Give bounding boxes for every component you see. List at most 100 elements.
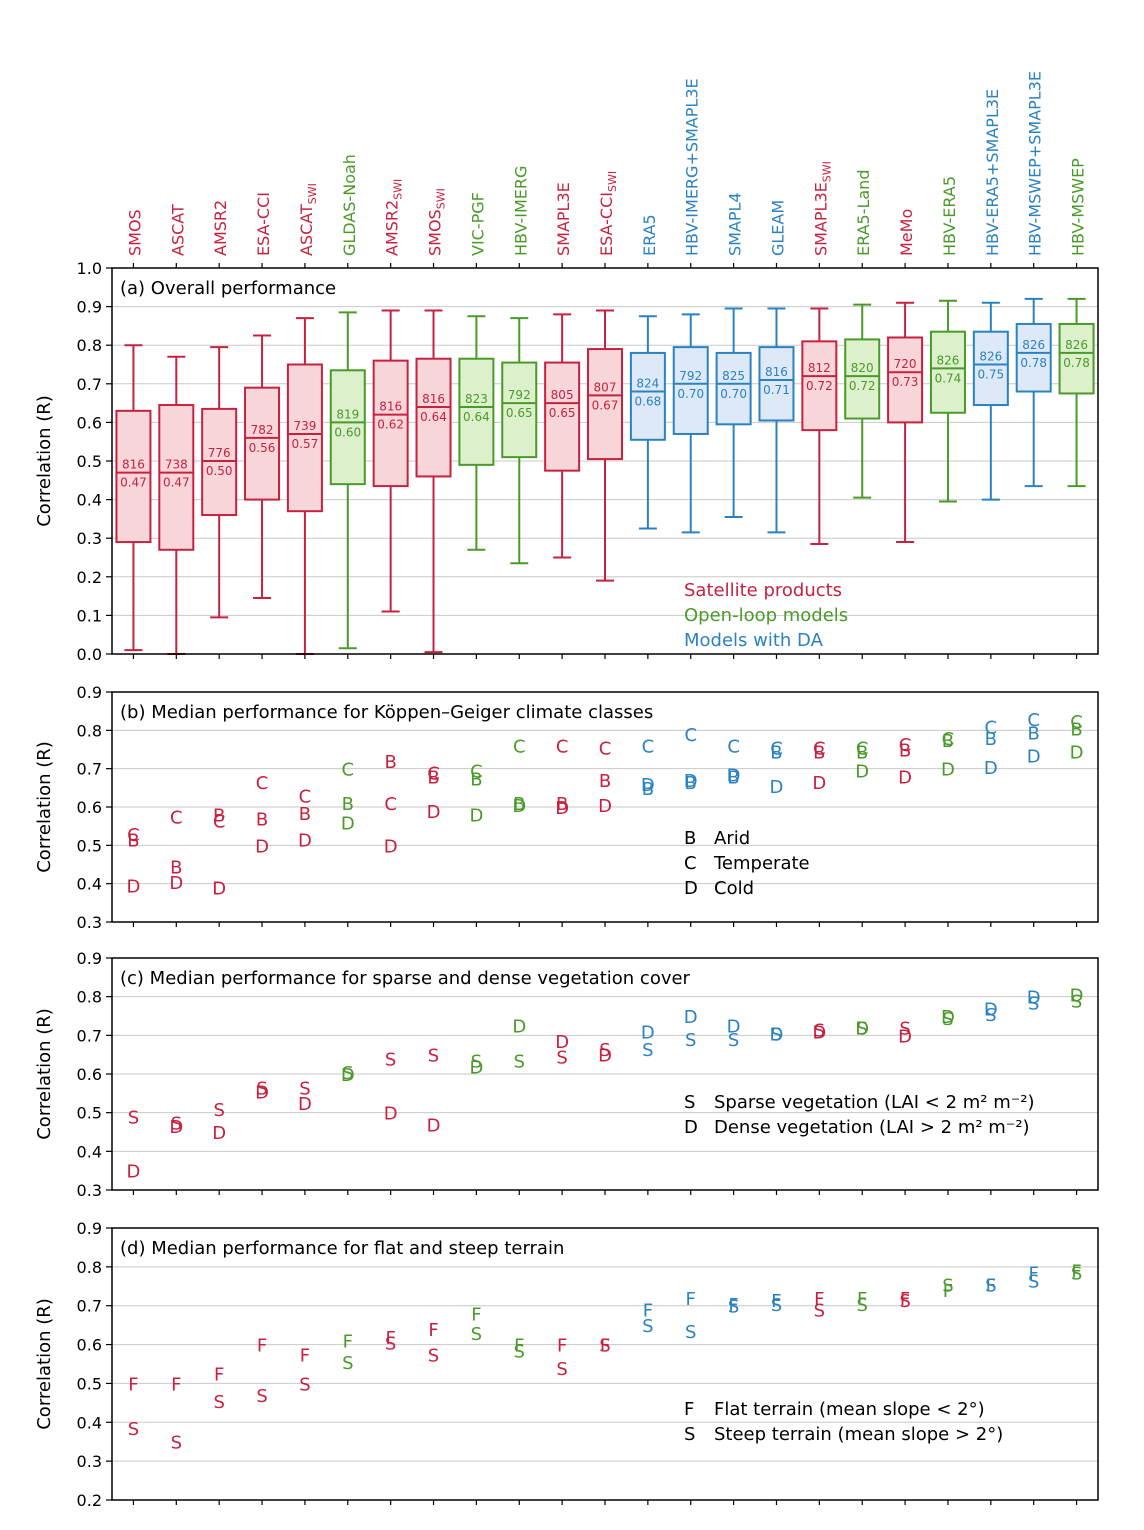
panel-frame (111, 691, 1099, 923)
legend-label: Dense vegetation (LAI > 2 m² m⁻²) (714, 1117, 1030, 1138)
marker-d: D (469, 1057, 483, 1078)
marker-b: B (1070, 719, 1082, 740)
marker-f: F (771, 1291, 781, 1312)
marker-d: D (684, 1007, 698, 1028)
product-subscript: SWI (606, 171, 619, 192)
marker-s: S (814, 1021, 825, 1042)
marker-b: B (985, 729, 997, 750)
marker-c: C (942, 729, 955, 750)
marker-s: S (428, 1345, 439, 1366)
marker-s: S (428, 1046, 439, 1067)
y-tick-label: 0.4 (77, 1142, 102, 1161)
marker-s: S (1071, 1264, 1082, 1285)
y-tick-label: 0.4 (77, 875, 102, 894)
product-label: ASCAT (168, 204, 187, 256)
marker-b: B (470, 769, 482, 790)
marker-s: S (514, 1051, 525, 1072)
marker-s: S (1071, 992, 1082, 1013)
marker-f: F (343, 1332, 353, 1353)
median-value-label: 0.64 (463, 410, 490, 424)
legend-label: Steep terrain (mean slope > 2°) (714, 1424, 1003, 1445)
marker-f: F (128, 1374, 138, 1395)
box (972, 330, 1009, 407)
sample-count-label: 816 (379, 400, 402, 414)
median-value-label: 0.67 (592, 398, 619, 412)
marker-d: D (384, 836, 398, 857)
marker-d: D (341, 813, 355, 834)
product-subscript: SWI (392, 179, 405, 200)
y-tick-label: 0.5 (77, 836, 102, 855)
marker-s: S (556, 1048, 567, 1069)
marker-d: D (255, 836, 269, 857)
median-value-label: 0.65 (549, 406, 576, 420)
marker-s: S (899, 1019, 910, 1040)
sample-count-label: 826 (1065, 338, 1088, 352)
marker-s: S (942, 1009, 953, 1030)
marker-s: S (342, 1063, 353, 1084)
product-name: HBV-ERA5+SMAPL3E (983, 89, 1002, 256)
marker-s: S (213, 1100, 224, 1121)
product-label: AMSR2SWI (383, 179, 405, 256)
box (758, 346, 795, 422)
marker-d: D (512, 796, 526, 817)
product-name: HBV-IMERG+SMAPL3E (683, 78, 702, 256)
product-label: GLDAS-Noah (340, 154, 359, 256)
product-label: HBV-ERA5 (940, 176, 959, 256)
marker-d: D (427, 802, 441, 823)
marker-d: D (298, 1094, 312, 1115)
product-label: GLEAM (768, 200, 787, 256)
marker-s: S (942, 1275, 953, 1296)
y-tick-label: 0.3 (77, 1452, 102, 1471)
marker-s: S (128, 1108, 139, 1129)
product-name: GLEAM (768, 200, 787, 256)
y-tick-label: 0.4 (77, 1413, 102, 1432)
marker-d: D (984, 999, 998, 1020)
product-label: HBV-ERA5+SMAPL3E (983, 89, 1002, 256)
marker-s: S (385, 1334, 396, 1355)
marker-c: C (556, 737, 569, 758)
marker-f: F (1071, 1262, 1081, 1283)
marker-d: D (1027, 746, 1041, 767)
median-value-label: 0.78 (1063, 356, 1090, 370)
marker-s: S (771, 1295, 782, 1316)
marker-d: D (298, 831, 312, 852)
panel-frame (111, 1227, 1099, 1501)
legend-code: B (684, 828, 696, 849)
median-value-label: 0.75 (977, 368, 1004, 382)
box (244, 386, 281, 501)
marker-f: F (600, 1336, 610, 1357)
box (715, 351, 752, 426)
median-value-label: 0.47 (163, 476, 190, 490)
marker-s: S (171, 1113, 182, 1134)
marker-c: C (813, 739, 826, 760)
box (544, 361, 581, 472)
marker-s: S (385, 1050, 396, 1071)
marker-s: S (642, 1316, 653, 1337)
product-subscript: SWI (306, 183, 319, 204)
marker-s: S (128, 1419, 139, 1440)
marker-s: S (556, 1359, 567, 1380)
sample-count-label: 826 (979, 350, 1002, 364)
sample-count-label: 807 (594, 380, 617, 394)
marker-s: S (342, 1353, 353, 1374)
marker-b: B (1028, 723, 1040, 744)
marker-d: D (641, 775, 655, 796)
box (801, 340, 838, 432)
marker-f: F (300, 1345, 310, 1366)
y-tick-label: 0.6 (77, 1065, 102, 1084)
median-value-label: 0.78 (1020, 356, 1047, 370)
marker-d: D (641, 1022, 655, 1043)
marker-c: C (642, 737, 655, 758)
product-label: HBV-IMERG+SMAPL3E (683, 78, 702, 256)
median-value-label: 0.73 (892, 375, 919, 389)
box (1058, 322, 1095, 395)
product-label: HBV-MSWEP+SMAPL3E (1026, 71, 1045, 256)
median-value-label: 0.47 (120, 476, 147, 490)
box (587, 348, 623, 461)
median-value-label: 0.70 (720, 387, 747, 401)
median-value-label: 0.50 (206, 464, 233, 478)
y-tick-label: 0.9 (77, 949, 102, 968)
y-tick-label: 0.9 (77, 298, 102, 317)
marker-c: C (299, 787, 312, 808)
